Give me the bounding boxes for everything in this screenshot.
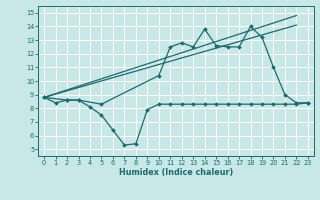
- X-axis label: Humidex (Indice chaleur): Humidex (Indice chaleur): [119, 168, 233, 177]
